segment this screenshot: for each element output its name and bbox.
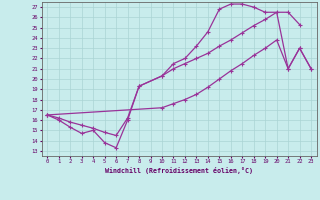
- X-axis label: Windchill (Refroidissement éolien,°C): Windchill (Refroidissement éolien,°C): [105, 167, 253, 174]
